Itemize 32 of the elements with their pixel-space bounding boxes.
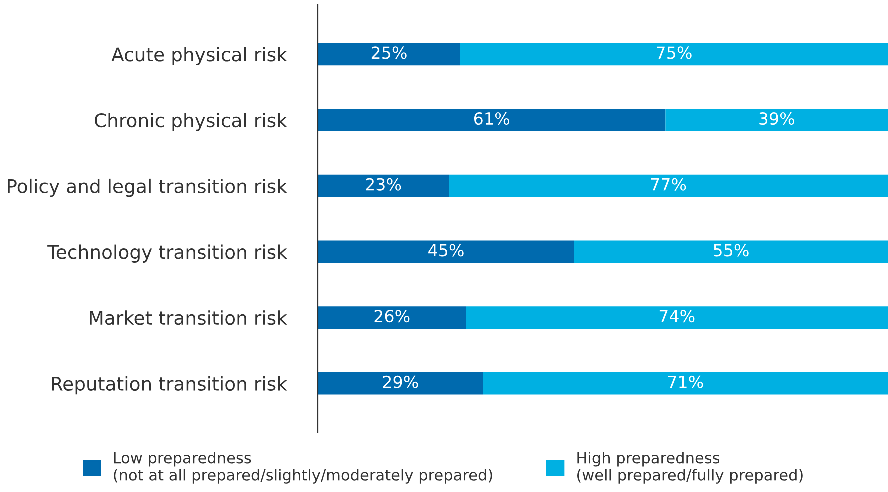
data-label: 55%	[714, 244, 749, 257]
bar	[666, 109, 888, 132]
data-label: 26%	[374, 310, 410, 323]
bar	[318, 306, 466, 329]
bar	[574, 240, 888, 264]
data-label: 25%	[372, 46, 407, 60]
data-label: 74%	[660, 310, 695, 323]
data-label: 45%	[428, 244, 464, 257]
bar	[483, 372, 888, 395]
bar	[460, 43, 888, 66]
y-tick-label: Technology transition risk	[48, 244, 288, 263]
y-tick-label: Market transition risk	[90, 310, 288, 326]
legend-label: High preparedness (well prepared/fully prepared)	[578, 452, 803, 484]
y-tick-label: Acute physical risk	[112, 47, 288, 66]
bar	[318, 174, 450, 198]
data-label: 77%	[651, 178, 686, 191]
bar	[466, 306, 888, 329]
bar	[449, 174, 888, 198]
bar	[318, 240, 574, 264]
data-label: 75%	[657, 46, 692, 60]
data-label: 29%	[383, 376, 418, 388]
bar	[318, 109, 666, 132]
data-label: 39%	[760, 112, 794, 126]
legend-label: Low preparedness (not at all prepared/slightly/moderately prepared)	[114, 452, 492, 484]
y-tick-label: Reputation transition risk	[52, 376, 288, 395]
y-tick-label: Policy and legal transition risk	[8, 178, 288, 198]
data-label: 61%	[474, 112, 510, 126]
bar	[318, 372, 484, 395]
data-label: 71%	[668, 376, 704, 388]
data-label: 23%	[366, 178, 402, 191]
y-tick-label: Chronic physical risk	[95, 113, 288, 132]
bar	[318, 43, 460, 66]
